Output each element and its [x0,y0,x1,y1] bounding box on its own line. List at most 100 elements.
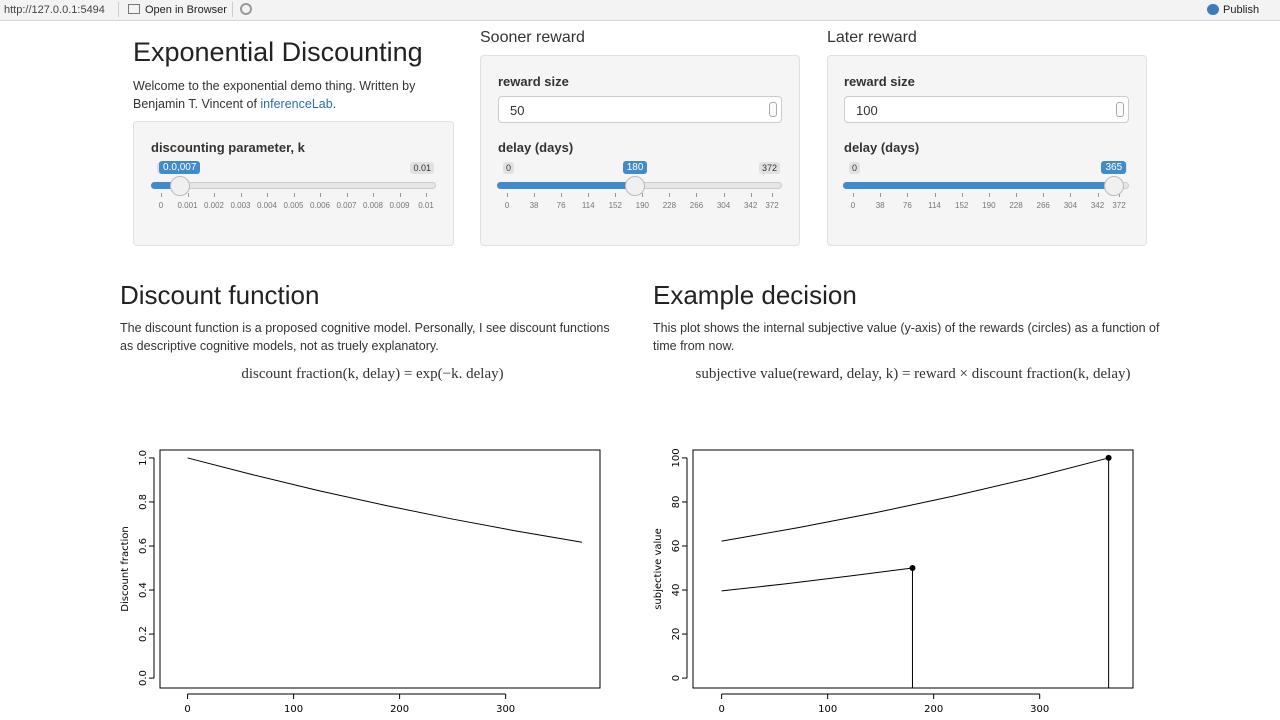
x-tick-label: 0 [718,704,724,715]
later-panel [827,55,1147,246]
slider-tick [346,193,348,197]
slider-tick-label: 0.006 [309,201,331,210]
x-tick-label: 300 [496,704,515,715]
slider-handle[interactable] [1103,176,1124,196]
slider-tick-label: 342 [743,201,758,210]
slider-tick [1043,193,1045,197]
open-in-browser[interactable]: Open in Browser [145,4,227,16]
slider-tick [534,193,536,197]
x-tick-label: 100 [284,704,303,715]
slider-label: delay (days) [844,140,920,155]
intro-end: . [332,97,337,111]
slider-tick [642,193,644,197]
slider-max: 372 [758,162,780,174]
slider-tick [907,193,909,197]
spinner[interactable] [1116,102,1124,117]
intro: Welcome to the exponential demo thing. W… [133,77,433,113]
input-label: reward size [498,74,569,89]
x-tick-label: 300 [1030,704,1049,715]
slider-tick [588,193,590,197]
slider-tick-label: 372 [765,201,779,210]
spinner[interactable] [769,102,777,117]
publish-button[interactable]: Publish [1223,4,1260,16]
slider-max: 0.01 [410,162,434,174]
slider-tick [1097,193,1099,197]
y-axis-label: subjective value [653,528,664,610]
slider-tick-label: 114 [928,201,941,210]
publish-icon [1207,4,1219,15]
slider-tick-label: 190 [635,201,650,210]
line [721,567,913,592]
slider-tick-label: 0 [504,201,510,210]
slider-label: discounting parameter, k [151,140,305,155]
formula: discount fraction(k, delay) = exp(−k. de… [241,366,504,382]
slider-handle[interactable] [169,176,190,196]
refresh-button[interactable] [240,3,252,15]
y-tick-label: 0.4 [138,582,149,598]
slider-tick-label: 152 [608,201,622,210]
line [721,457,1109,542]
point [1105,454,1112,461]
slider-tick-label: 228 [662,201,677,210]
input-label: reward size [844,74,915,89]
separator [232,2,233,17]
slider-tick [772,193,773,197]
link[interactable]: inferenceLab [260,97,333,111]
y-tick-label: 60 [671,540,682,553]
slider-tick [750,193,752,197]
slider-tick [320,193,321,197]
reward-input[interactable]: 50 [498,96,782,123]
slider-tick [267,193,268,197]
slider-tick [507,193,508,197]
slider-value: 180 [622,161,648,174]
slider-tick-label: 0.005 [283,201,304,210]
toolbar: http://127.0.0.1:5494 Open in Browser Pu… [0,0,1280,21]
slider-tick [373,193,374,197]
slider-tick-label: 114 [581,201,595,210]
slider-tick-label: 0.002 [203,201,225,210]
slider-tick [615,193,617,197]
slider-tick [187,193,189,197]
x-tick-label: 0 [184,704,190,715]
section-heading: Discount function [120,280,320,310]
y-tick-label: 0.8 [138,494,149,510]
slider-tick-label: 304 [1063,201,1078,210]
slider-fill [151,182,180,189]
slider-tick [1016,193,1018,197]
slider-tick-label: 0.003 [230,201,251,210]
reward-input[interactable]: 100 [844,96,1129,123]
slider-tick-label: 76 [902,201,912,210]
sooner-panel [480,55,800,246]
slider-tick [561,193,563,197]
slider-tick-label: 0 [158,201,164,210]
slider-tick-label: 0.01 [418,201,434,210]
slider-tick [880,193,882,197]
slider-tick [240,193,242,197]
slider-value: 365 [1101,161,1127,174]
slider-handle[interactable] [625,176,646,196]
y-axis-label: Discount fraction [120,526,131,612]
slider-track [151,182,436,189]
slider-tick [934,193,936,197]
slider-label: delay (days) [498,140,574,155]
slider-tick-label: 304 [716,201,731,210]
slider-tick-label: 0.009 [389,201,410,210]
slider-tick-label: 0.008 [362,201,384,210]
section-heading: Example decision [653,280,857,310]
y-tick-label: 80 [671,496,682,509]
panel-heading: Later reward [827,29,917,46]
slider-value: 0.0,007 [159,161,201,174]
y-tick-label: 100 [671,448,682,467]
browser-icon [128,4,140,14]
y-tick-label: 0.6 [138,538,149,554]
y-tick-label: 20 [671,628,682,641]
slider-fill [497,182,636,189]
point [909,565,916,572]
slider-tick-label: 152 [955,201,969,210]
slider-tick [293,193,295,197]
slider-tick [961,193,963,197]
url: http://127.0.0.1:5494 [4,4,105,16]
line [187,457,583,543]
